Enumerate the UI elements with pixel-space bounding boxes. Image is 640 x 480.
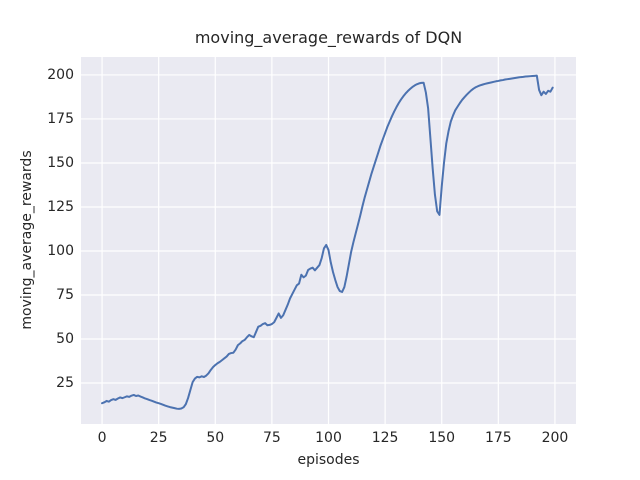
y-tick-label: 75 — [56, 286, 74, 303]
y-tick-label: 125 — [47, 198, 74, 215]
x-tick-label: 150 — [428, 430, 456, 446]
y-tick-label: 175 — [47, 110, 74, 127]
y-tick-label: 200 — [47, 66, 74, 83]
x-tick-label: 100 — [315, 430, 342, 446]
x-tick-label: 0 — [97, 430, 107, 446]
y-tick-label: 25 — [56, 374, 74, 391]
y-tick-label: 100 — [47, 242, 74, 259]
chart-title: moving_average_rewards of DQN — [194, 28, 463, 47]
x-tick-label: 50 — [206, 430, 225, 446]
x-tick-label: 125 — [371, 430, 399, 446]
x-tick-label: 200 — [541, 430, 569, 446]
series-line — [101, 74, 554, 410]
y-tick-label: 150 — [47, 154, 74, 171]
x-tick-label: 175 — [484, 430, 512, 446]
x-tick-label: 25 — [149, 430, 168, 446]
x-axis-label: episodes — [297, 452, 360, 468]
y-tick-label: 50 — [56, 330, 74, 347]
x-tick-label: 75 — [262, 430, 281, 446]
